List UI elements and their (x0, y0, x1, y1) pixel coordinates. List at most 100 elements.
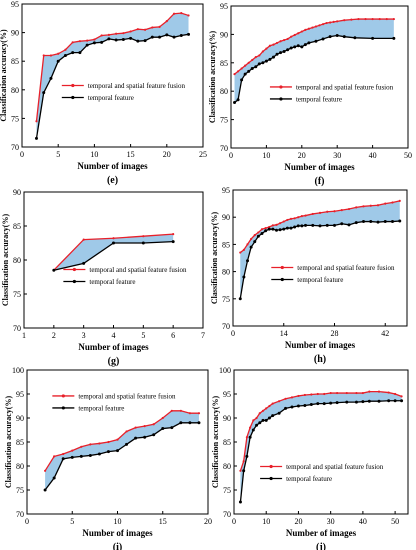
data-point (282, 227, 286, 231)
data-point (34, 136, 38, 140)
data-point (165, 20, 168, 23)
data-point (277, 411, 281, 415)
y-tick-label: 90 (222, 213, 230, 222)
data-point (100, 40, 104, 44)
data-point (236, 98, 240, 102)
data-point (254, 65, 258, 69)
data-point (180, 12, 183, 15)
data-point (296, 404, 300, 408)
data-point (393, 399, 397, 403)
legend-label: temporal feature (286, 475, 332, 483)
plot-frame (23, 191, 204, 329)
series-line-2 (35, 33, 189, 139)
data-point (383, 220, 387, 224)
data-point (112, 237, 115, 240)
y-tick-label: 95 (222, 186, 230, 195)
y-tick-label: 75 (11, 114, 19, 123)
data-point (97, 452, 101, 456)
data-point (325, 21, 328, 25)
gap-fill-area (45, 410, 199, 490)
data-point (142, 235, 145, 238)
data-point (364, 17, 367, 21)
data-point (286, 37, 289, 41)
data-point (290, 35, 293, 38)
data-point (275, 41, 279, 45)
data-point (271, 227, 275, 231)
x-tick-label: 7 (201, 331, 205, 340)
y-axis-label: Classification accuracy(%) (0, 29, 8, 122)
x-tick-label: 3 (82, 331, 86, 340)
legend-marker (72, 267, 76, 272)
data-point (71, 41, 74, 44)
data-point (316, 402, 320, 406)
data-point (354, 400, 358, 404)
x-tick-label: 0 (229, 151, 233, 160)
data-point (336, 20, 339, 23)
data-point (249, 426, 252, 429)
legend-label: temporal feature (296, 95, 342, 103)
y-tick-label: 85 (220, 59, 228, 68)
data-point (161, 427, 165, 431)
legend-label: temporal and spatial feature fusion (78, 392, 176, 400)
x-tick-label: 15 (159, 517, 167, 526)
gap-fill-area (240, 200, 400, 299)
x-tick-label: 28 (331, 329, 339, 338)
legend-marker (279, 97, 283, 101)
data-point (304, 214, 307, 217)
data-point (347, 207, 351, 211)
data-point (293, 33, 296, 37)
panel-label: (j) (316, 542, 326, 550)
data-point (394, 392, 397, 396)
data-point (361, 391, 364, 395)
data-point (297, 216, 300, 219)
y-tick-label: 80 (16, 462, 24, 471)
data-point (242, 275, 246, 279)
y-tick-label: 70 (16, 510, 24, 519)
x-tick-label: 30 (327, 517, 335, 526)
x-tick-label: 10 (262, 517, 270, 526)
data-point (278, 400, 281, 403)
data-point (323, 392, 326, 396)
y-axis-label: Classification accuracy(%) (211, 396, 220, 489)
y-tick-label: 70 (220, 144, 228, 153)
data-point (290, 396, 294, 399)
data-point (328, 35, 332, 39)
y-tick-label: 90 (16, 414, 24, 423)
legend-label: temporal feature (297, 276, 343, 284)
legend-label: temporal and spatial feature fusion (89, 266, 187, 274)
plot-frame (230, 5, 409, 149)
x-tick-label: 40 (369, 151, 377, 160)
data-point (387, 399, 391, 403)
y-tick-label: 75 (16, 486, 24, 495)
data-point (340, 209, 343, 212)
legend-label: temporal feature (78, 404, 124, 412)
data-point (35, 120, 38, 123)
gap-fill-area (240, 391, 402, 502)
x-axis-label: Number of images (285, 340, 356, 350)
data-point (122, 32, 125, 35)
data-point (236, 70, 240, 73)
data-point (271, 55, 275, 59)
data-point (172, 12, 176, 15)
data-point (261, 409, 265, 412)
legend-marker (72, 279, 76, 284)
data-point (264, 229, 268, 233)
data-point (134, 426, 137, 429)
y-tick-label: 90 (11, 29, 19, 38)
data-point (376, 220, 380, 224)
legend-marker (279, 85, 283, 89)
x-tick-label: 15 (127, 150, 135, 159)
data-point (300, 45, 304, 49)
data-point (245, 454, 249, 458)
legend-label: temporal feature (88, 94, 134, 102)
data-point (311, 212, 314, 216)
data-point (250, 237, 253, 241)
data-point (345, 391, 348, 395)
data-point (391, 220, 394, 224)
data-point (318, 224, 322, 228)
x-axis-label: Number of images (77, 161, 148, 171)
x-tick-label: 20 (163, 150, 171, 159)
y-tick-label: 95 (223, 390, 231, 399)
y-tick-label: 70 (13, 324, 21, 333)
data-point (265, 47, 268, 50)
